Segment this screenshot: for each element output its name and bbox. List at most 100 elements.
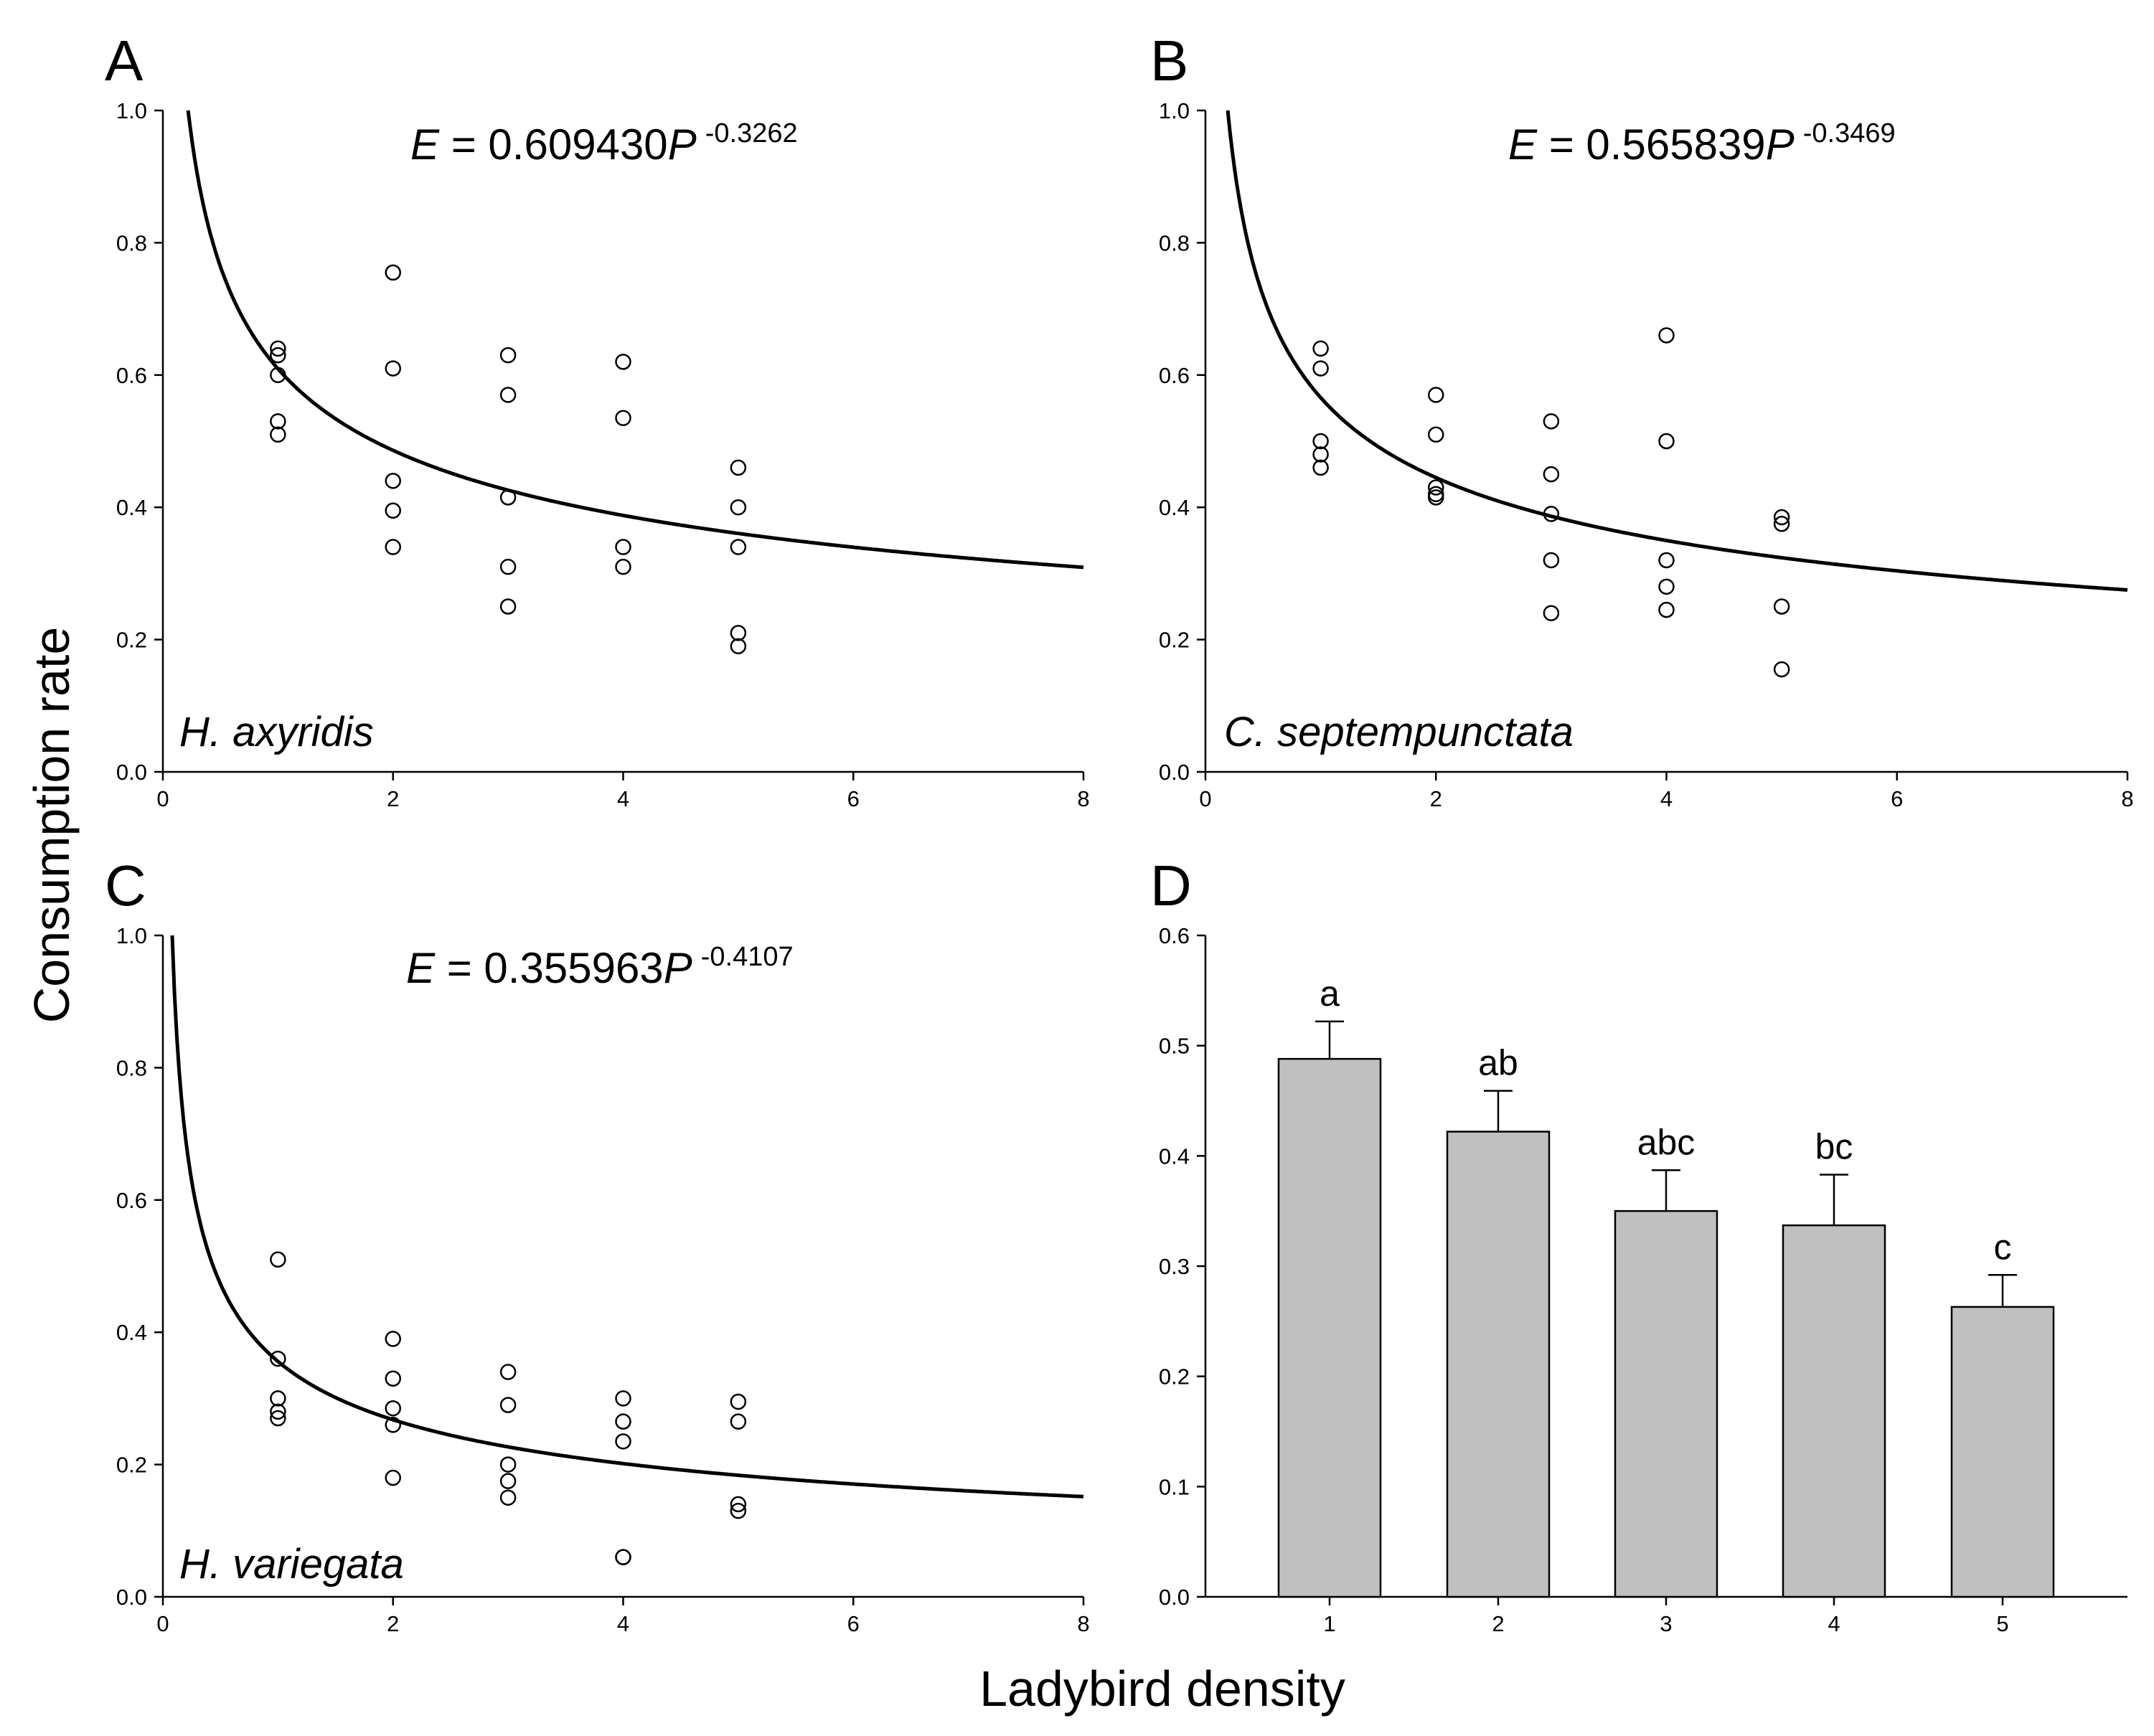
data-point [615,1433,631,1450]
data-point [1658,601,1675,618]
data-point [1428,489,1444,506]
x-tick-label: 8 [2121,786,2133,811]
y-tick-label: 0.5 [1159,1034,1190,1059]
data-point [1543,466,1560,483]
fit-exponent: -0.4107 [701,942,794,972]
x-tick-label: 1 [1323,1611,1335,1636]
data-point [270,1390,286,1407]
y-tick-label: 0.6 [116,363,147,388]
data-point [1773,516,1790,532]
data-point [385,360,401,377]
bar [1782,1224,1886,1598]
y-tick-label: 0.6 [1159,363,1190,388]
x-tick-label: 8 [1077,1611,1089,1636]
data-point [1543,552,1560,569]
data-point [385,264,401,281]
x-tick-label: 4 [1660,786,1673,811]
data-point [1428,387,1444,403]
data-point [730,539,747,555]
data-point [730,459,747,476]
data-point [385,1469,401,1486]
panel-a-scatter: 0.0 0.2 0.4 0.6 0.8 1.0 0 2 4 6 8 A E = 0.609430P -0.… [105,29,1090,811]
data-point [730,1413,747,1430]
data-point [1773,509,1790,526]
data-point [1773,598,1790,615]
x-tick-label: 4 [1828,1611,1840,1636]
fit-equation: E = 0.565839P -0.3469 [1508,118,1896,169]
fitted-curve [1226,110,2128,592]
data-point [1658,578,1675,595]
data-point [1543,506,1560,522]
significance-letter: bc [1815,1126,1853,1166]
data-point [270,346,286,364]
data-point [730,1393,747,1410]
x-tick-label: 6 [1891,786,1903,811]
y-tick-label: 0.6 [1159,923,1190,948]
x-tick-label: 2 [1430,786,1442,811]
data-point [1312,459,1329,476]
fitted-curve [170,935,1084,1499]
data-point [270,1403,286,1420]
y-tick-label: 0.4 [1159,1143,1190,1169]
x-tick-label: 0 [156,786,169,811]
data-point [730,499,747,516]
data-point [270,340,286,357]
species-label: H. axyridis [179,709,374,755]
data-point [385,539,401,555]
data-point [499,387,517,403]
data-point [385,1400,401,1417]
data-point [730,638,747,655]
bar [1446,1131,1551,1598]
panel-letter: C [105,854,146,917]
data-point [1428,426,1444,443]
y-tick-label: 0.2 [116,628,147,653]
data-point [499,1364,517,1380]
data-point [385,473,401,489]
data-point [499,346,517,364]
x-tick-label: 5 [1996,1611,2008,1636]
y-tick-label: 0.0 [116,1585,147,1610]
data-point [730,1502,747,1519]
significance-letter: abc [1637,1122,1696,1162]
bar [1277,1057,1382,1598]
x-tick-label: 4 [617,786,629,811]
species-label: C. septempunctata [1224,709,1574,755]
y-axis-title: Consumption rate [24,627,80,1024]
fit-exponent: -0.3469 [1803,118,1896,148]
data-point [499,1456,517,1473]
y-tick-label: 0.4 [116,1320,147,1345]
y-tick-label: 0.0 [116,760,147,785]
x-tick-label: 3 [1660,1611,1672,1636]
panel-letter: A [105,29,144,93]
data-point [1312,340,1329,357]
y-tick-label: 0.4 [116,495,147,520]
y-tick-label: 1.0 [1159,98,1190,123]
data-point [730,1496,747,1513]
data-point [270,1350,286,1367]
data-point [385,1370,401,1387]
data-point [385,1417,401,1433]
data-point [1543,413,1560,430]
data-point [615,539,631,555]
data-point [270,426,286,443]
data-point [270,1410,286,1427]
y-tick-label: 0.1 [1159,1474,1190,1499]
x-tick-label: 8 [1077,786,1089,811]
data-point [1312,360,1329,377]
data-point [615,1390,631,1407]
data-point [499,558,517,575]
data-point [499,598,517,615]
x-tick-label: 4 [617,1611,629,1636]
fit-equation: E = 0.355963P -0.4107 [406,942,794,992]
panel-c-scatter: 0.0 0.2 0.4 0.6 0.8 1.0 0 2 4 6 8 C E = 0.355963P -0.… [105,854,1090,1636]
data-point [615,558,631,575]
y-tick-label: 0.8 [116,230,147,255]
fit-equation: E = 0.609430P -0.3262 [410,118,798,169]
panel-letter: D [1150,854,1192,917]
x-tick-label: 0 [1199,786,1211,811]
y-tick-label: 0.6 [116,1188,147,1213]
x-tick-label: 2 [387,786,399,811]
y-tick-label: 0.0 [1159,760,1190,785]
significance-letter: c [1994,1227,2012,1267]
